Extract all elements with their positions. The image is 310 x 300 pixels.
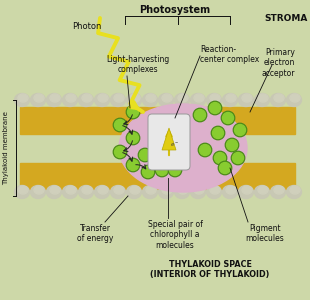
Circle shape [126, 131, 140, 145]
Ellipse shape [274, 94, 284, 102]
Text: Transfer
of energy: Transfer of energy [77, 224, 113, 243]
Ellipse shape [162, 186, 172, 194]
Text: Primary
electron
acceptor: Primary electron acceptor [262, 48, 295, 78]
Polygon shape [20, 163, 295, 190]
Ellipse shape [46, 94, 61, 106]
Circle shape [227, 140, 237, 151]
Circle shape [114, 119, 126, 130]
Ellipse shape [274, 186, 284, 194]
Ellipse shape [82, 94, 92, 102]
Ellipse shape [255, 94, 269, 106]
Ellipse shape [34, 94, 44, 102]
Circle shape [221, 111, 235, 125]
Ellipse shape [194, 186, 204, 194]
Ellipse shape [63, 94, 78, 106]
Circle shape [208, 101, 222, 115]
Text: $e^-$: $e^-$ [170, 141, 179, 149]
Ellipse shape [110, 94, 126, 106]
Ellipse shape [18, 186, 28, 194]
FancyBboxPatch shape [148, 114, 190, 170]
Ellipse shape [82, 186, 92, 194]
Circle shape [234, 124, 246, 136]
Circle shape [232, 152, 243, 164]
Ellipse shape [98, 94, 108, 102]
Circle shape [157, 164, 167, 175]
Circle shape [194, 110, 206, 121]
Ellipse shape [286, 185, 302, 199]
Ellipse shape [146, 94, 156, 102]
Ellipse shape [34, 186, 44, 194]
Text: Light-harvesting
complexes: Light-harvesting complexes [106, 55, 170, 74]
Ellipse shape [15, 185, 29, 199]
Ellipse shape [110, 185, 126, 199]
Circle shape [140, 149, 150, 161]
Ellipse shape [290, 94, 300, 102]
Circle shape [113, 118, 127, 132]
Ellipse shape [162, 94, 172, 102]
Ellipse shape [194, 94, 204, 102]
Circle shape [113, 145, 127, 159]
Circle shape [193, 108, 207, 122]
Ellipse shape [146, 186, 156, 194]
Circle shape [198, 143, 212, 157]
Circle shape [231, 151, 245, 165]
Circle shape [143, 167, 153, 178]
Ellipse shape [175, 185, 189, 199]
Ellipse shape [238, 185, 254, 199]
Ellipse shape [46, 185, 61, 199]
Text: Photosystem: Photosystem [140, 5, 210, 15]
Polygon shape [162, 128, 176, 150]
Ellipse shape [114, 186, 124, 194]
Text: THYLAKOID SPACE
(INTERIOR OF THYLAKOID): THYLAKOID SPACE (INTERIOR OF THYLAKOID) [150, 260, 270, 279]
Ellipse shape [50, 186, 60, 194]
Ellipse shape [191, 94, 206, 106]
Ellipse shape [143, 94, 157, 106]
Ellipse shape [50, 94, 60, 102]
Ellipse shape [191, 185, 206, 199]
Circle shape [170, 164, 180, 175]
Ellipse shape [258, 94, 268, 102]
Circle shape [126, 105, 140, 119]
Ellipse shape [258, 186, 268, 194]
Ellipse shape [114, 94, 124, 102]
Text: Pigment
molecules: Pigment molecules [246, 224, 284, 243]
Ellipse shape [98, 186, 108, 194]
Ellipse shape [175, 94, 189, 106]
Ellipse shape [30, 94, 46, 106]
Circle shape [233, 123, 247, 137]
Circle shape [168, 163, 182, 177]
Ellipse shape [178, 186, 188, 194]
Circle shape [138, 148, 152, 162]
Ellipse shape [143, 185, 157, 199]
Ellipse shape [206, 185, 222, 199]
Circle shape [219, 163, 231, 173]
Ellipse shape [226, 94, 236, 102]
Circle shape [127, 106, 139, 118]
Ellipse shape [223, 94, 237, 106]
Ellipse shape [255, 185, 269, 199]
Ellipse shape [286, 94, 302, 106]
Ellipse shape [206, 94, 222, 106]
Ellipse shape [130, 94, 140, 102]
Ellipse shape [271, 185, 286, 199]
Ellipse shape [18, 94, 28, 102]
Circle shape [218, 161, 232, 175]
Ellipse shape [95, 185, 109, 199]
Ellipse shape [223, 185, 237, 199]
Circle shape [210, 103, 220, 113]
Ellipse shape [290, 186, 300, 194]
Text: Thylakoid membrane: Thylakoid membrane [3, 111, 9, 185]
Ellipse shape [63, 185, 78, 199]
Circle shape [225, 138, 239, 152]
Circle shape [127, 160, 139, 170]
Circle shape [155, 163, 169, 177]
Circle shape [213, 151, 227, 165]
Polygon shape [20, 107, 295, 134]
Circle shape [223, 112, 233, 124]
Text: Photon: Photon [72, 22, 101, 31]
Text: Special pair of
chlorophyll a
molecules: Special pair of chlorophyll a molecules [148, 220, 202, 250]
Ellipse shape [126, 94, 141, 106]
Text: STROMA: STROMA [265, 14, 308, 23]
Circle shape [212, 128, 224, 139]
